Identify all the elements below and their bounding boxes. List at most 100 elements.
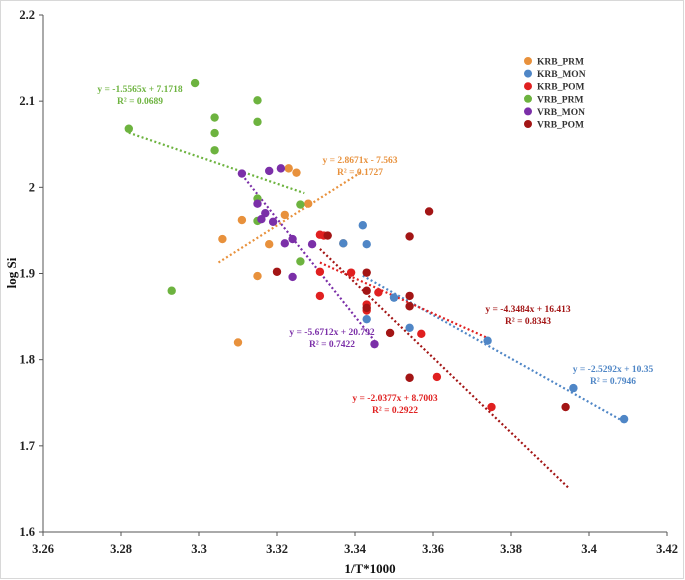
- legend-label: KRB_PRM: [537, 58, 584, 68]
- point-vrb-prm: [210, 129, 218, 137]
- point-krb-mon: [359, 221, 367, 229]
- point-vrb-mon: [288, 273, 296, 281]
- point-vrb-prm: [210, 113, 218, 121]
- legend-marker: [524, 70, 532, 78]
- point-krb-pom: [374, 288, 382, 296]
- r-squared-krb-pom: R² = 0.2922: [372, 406, 418, 416]
- x-tick-label: 3.36: [422, 542, 444, 556]
- point-krb-pom: [316, 268, 324, 276]
- point-vrb-pom: [405, 292, 413, 300]
- point-vrb-pom: [363, 287, 371, 295]
- point-vrb-mon: [370, 340, 378, 348]
- point-vrb-mon: [265, 167, 273, 175]
- legend-marker: [524, 120, 532, 128]
- point-vrb-mon: [238, 169, 246, 177]
- r-squared-vrb-pom: R² = 0.8343: [505, 317, 551, 327]
- y-axis-label: log Si: [4, 257, 19, 288]
- r-squared-vrb-prm: R² = 0.0689: [117, 97, 163, 107]
- equation-krb-prm: y = 2.8671x - 7.563: [322, 156, 397, 166]
- y-tick-label: 2.2: [19, 8, 35, 22]
- point-krb-pom: [487, 403, 495, 411]
- point-vrb-mon: [269, 218, 277, 226]
- equation-vrb-pom: y = -4.3484x + 16.413: [485, 305, 570, 315]
- y-tick-label: 1.8: [19, 353, 35, 367]
- point-krb-mon: [363, 315, 371, 323]
- y-tick-label: 1.6: [19, 525, 35, 539]
- point-krb-mon: [339, 239, 347, 247]
- equation-vrb-prm: y = -1.5565x + 7.1718: [97, 85, 182, 95]
- point-krb-prm: [265, 240, 273, 248]
- point-krb-pom: [433, 373, 441, 381]
- point-vrb-prm: [168, 287, 176, 295]
- point-vrb-pom: [405, 232, 413, 240]
- point-vrb-pom: [363, 304, 371, 312]
- legend-marker: [524, 82, 532, 90]
- equation-vrb-mon: y = -5.6712x + 20.792: [289, 328, 374, 338]
- point-krb-mon: [363, 240, 371, 248]
- point-krb-prm: [253, 272, 261, 280]
- point-vrb-mon: [253, 200, 261, 208]
- equation-krb-pom: y = -2.0377x + 8.7003: [352, 394, 437, 404]
- point-krb-pom: [316, 292, 324, 300]
- point-vrb-prm: [125, 125, 133, 133]
- point-vrb-prm: [296, 257, 304, 265]
- point-vrb-pom: [386, 329, 394, 337]
- point-krb-pom: [417, 330, 425, 338]
- point-vrb-prm: [191, 79, 199, 87]
- legend-label: KRB_MON: [537, 70, 586, 80]
- r-squared-krb-mon: R² = 0.7946: [590, 377, 636, 387]
- legend-marker: [524, 95, 532, 103]
- point-krb-prm: [285, 164, 293, 172]
- point-krb-mon: [569, 384, 577, 392]
- legend-label: VRB_MON: [537, 108, 585, 118]
- point-vrb-mon: [288, 235, 296, 243]
- point-krb-prm: [292, 168, 300, 176]
- point-vrb-pom: [425, 207, 433, 215]
- point-vrb-mon: [277, 164, 285, 172]
- point-vrb-pom: [405, 302, 413, 310]
- legend-marker: [524, 107, 532, 115]
- point-vrb-prm: [253, 96, 261, 104]
- point-krb-mon: [405, 324, 413, 332]
- point-krb-mon: [620, 415, 628, 423]
- x-tick-label: 3.28: [110, 542, 132, 556]
- point-krb-prm: [218, 235, 226, 243]
- x-tick-label: 3.26: [32, 542, 54, 556]
- point-krb-prm: [304, 200, 312, 208]
- point-vrb-prm: [253, 118, 261, 126]
- point-vrb-prm: [210, 146, 218, 154]
- y-tick-label: 2.1: [19, 94, 35, 108]
- point-krb-prm: [281, 211, 289, 219]
- x-tick-label: 3.3: [191, 542, 207, 556]
- legend-label: KRB_POM: [537, 83, 585, 93]
- x-tick-label: 3.34: [344, 542, 367, 556]
- point-krb-prm: [238, 216, 246, 224]
- r-squared-vrb-mon: R² = 0.7422: [309, 340, 355, 350]
- chart: 3.26 3.28 3.3 3.32 3.34 3.36 3.38 3.4 3.42 1.6 1.7…: [0, 0, 685, 580]
- point-vrb-mon: [281, 239, 289, 247]
- point-vrb-mon: [308, 240, 316, 248]
- legend-marker: [524, 57, 532, 65]
- y-tick-label: 1.7: [19, 439, 35, 453]
- equation-krb-mon: y = -2.5292x + 10.35: [573, 365, 654, 375]
- x-tick-label: 3.38: [500, 542, 522, 556]
- legend-label: VRB_POM: [537, 121, 584, 131]
- point-vrb-mon: [261, 209, 269, 217]
- x-axis-label: 1/T*1000: [344, 561, 395, 576]
- y-tick-label: 2: [29, 180, 35, 194]
- point-krb-prm: [234, 338, 242, 346]
- point-vrb-pom: [324, 231, 332, 239]
- x-tick-label: 3.42: [656, 542, 678, 556]
- point-vrb-pom: [405, 374, 413, 382]
- x-tick-label: 3.4: [581, 542, 597, 556]
- point-vrb-pom: [363, 268, 371, 276]
- x-tick-label: 3.32: [266, 542, 288, 556]
- point-krb-mon: [483, 337, 491, 345]
- point-krb-mon: [390, 293, 398, 301]
- legend-label: VRB_PRM: [537, 95, 583, 105]
- point-krb-pom: [347, 268, 355, 276]
- point-vrb-pom: [561, 403, 569, 411]
- y-tick-label: 1.9: [19, 267, 35, 281]
- point-vrb-pom: [273, 268, 281, 276]
- r-squared-krb-prm: R² = 0.1727: [337, 168, 383, 178]
